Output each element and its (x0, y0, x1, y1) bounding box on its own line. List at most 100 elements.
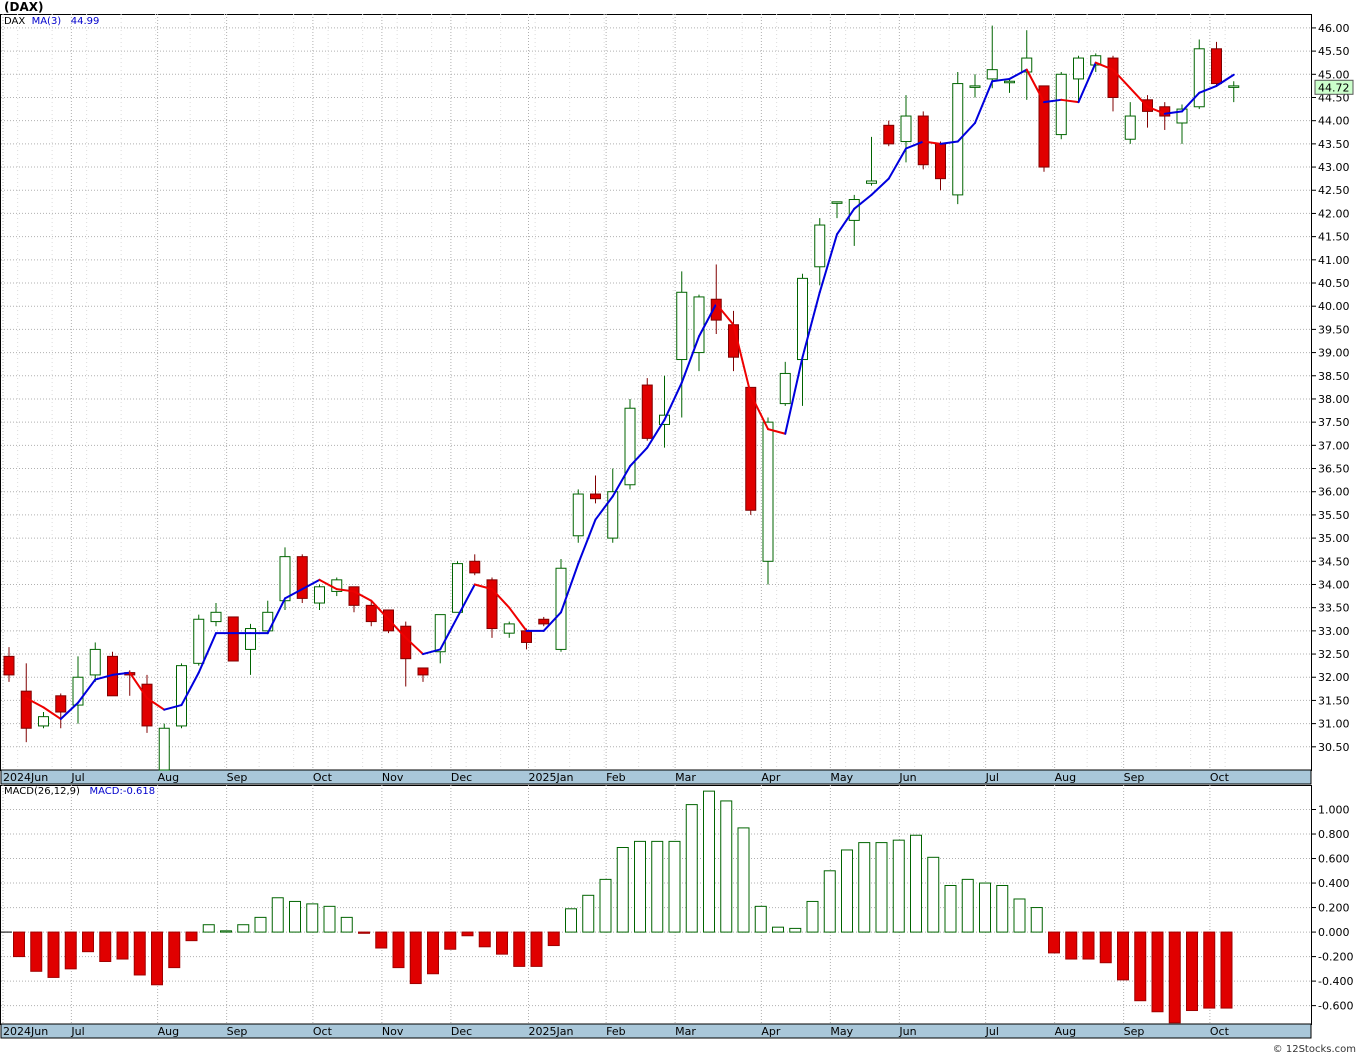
price-date-label: Jul (985, 771, 999, 784)
macd-date-label: Jun (898, 1025, 916, 1038)
macd-bar (444, 931, 457, 950)
ma-segment (422, 648, 442, 656)
macd-date-label: Jul (985, 1025, 999, 1038)
macd-bar (271, 897, 284, 933)
macd-date-label: Aug (158, 1025, 179, 1038)
ma-segment (111, 671, 131, 676)
ma-segment (94, 673, 114, 681)
ma-segment (456, 583, 476, 618)
price-date-label: Jul (70, 771, 84, 784)
price-date-label: Sep (227, 771, 248, 784)
macd-bar (565, 908, 577, 933)
ma-segment (836, 207, 856, 236)
ma-segment (1060, 98, 1080, 104)
candle-body (55, 695, 67, 713)
candle-body (814, 224, 826, 268)
macd-bar (547, 931, 560, 947)
ma-segment (956, 121, 976, 143)
ma-segment (611, 465, 631, 498)
price-date-label: Nov (382, 771, 404, 784)
macd-bar (685, 804, 698, 933)
ma-segment (629, 446, 649, 468)
macd-bar (651, 840, 664, 933)
candle-body (434, 614, 446, 653)
macd-bar (496, 931, 508, 955)
price-tick-label: 33.50 (1318, 602, 1350, 615)
price-tick-label: 45.50 (1318, 45, 1350, 58)
candle-body (452, 563, 463, 613)
macd-bar (289, 900, 301, 933)
macd-date-label: Sep (227, 1025, 248, 1038)
price-date-label: 2025Jan (529, 771, 574, 784)
macd-bar (772, 926, 784, 933)
ma-segment (77, 678, 97, 704)
ma-segment (180, 671, 200, 707)
macd-bar (220, 930, 232, 933)
macd-tick-label: 1.000 (1318, 804, 1350, 817)
macd-tick-label: 0.400 (1318, 877, 1350, 890)
ma-segment (715, 302, 735, 326)
macd-bar (599, 878, 612, 933)
price-tick-label: 33.00 (1318, 625, 1350, 638)
price-date-label: Oct (313, 771, 333, 784)
candle-body (952, 83, 964, 196)
price-tick-label: 43.00 (1318, 161, 1350, 174)
macd-value: MACD:-0.618 (89, 786, 156, 797)
price-tick-label: 32.50 (1318, 648, 1350, 661)
ma-segment (542, 611, 562, 632)
candle-body (745, 386, 757, 511)
macd-bar (703, 790, 715, 933)
site-credit: © 12Stocks.com (1272, 1044, 1356, 1055)
macd-bar (64, 931, 77, 970)
macd-bar (1151, 931, 1164, 1013)
candle-body (1004, 80, 1015, 84)
macd-bar (47, 931, 60, 978)
candle-body (503, 623, 515, 634)
macd-bar (13, 931, 25, 958)
candle-body (245, 628, 256, 650)
macd-date-label: Oct (1210, 1025, 1230, 1038)
candle-body (279, 556, 291, 602)
candle-body (365, 604, 377, 623)
macd-bar (306, 903, 319, 933)
price-date-label: Aug (1055, 771, 1076, 784)
ma-segment (353, 590, 373, 602)
ma-segment (163, 704, 183, 711)
ma-segment (128, 671, 148, 700)
candle-body (521, 630, 532, 643)
candle-body (883, 124, 895, 145)
macd-date-label: May (830, 1025, 853, 1038)
legend-symbol: DAX (4, 16, 26, 27)
ma-segment (870, 177, 890, 196)
macd-tick-label: 0.000 (1318, 926, 1350, 939)
macd-bar (582, 894, 595, 933)
candle-body (348, 586, 360, 606)
price-tick-label: 37.50 (1318, 416, 1350, 429)
price-tick-label: 39.00 (1318, 347, 1350, 360)
candle-body (417, 667, 429, 676)
macd-bar (358, 931, 370, 934)
candle-body (227, 616, 239, 662)
price-tick-label: 34.00 (1318, 578, 1350, 591)
macd-tick-label: 0.800 (1318, 828, 1350, 841)
macd-tick-label: 0.600 (1318, 853, 1350, 866)
macd-bar (823, 870, 836, 933)
macd-bar (427, 931, 439, 975)
candle-body (641, 384, 653, 439)
macd-label: MACD(26,12,9) (4, 786, 80, 797)
macd-bar (409, 931, 422, 985)
macd-bar (1048, 931, 1060, 954)
ma-segment (1181, 91, 1201, 113)
price-tick-label: 45.00 (1318, 68, 1350, 81)
macd-tick-label: 0.200 (1318, 902, 1350, 915)
price-panel (0, 14, 1312, 771)
ma-segment (560, 562, 580, 614)
ma-segment (646, 418, 666, 449)
candle-body (469, 560, 481, 574)
candle-body (1124, 115, 1136, 140)
ma-segment (991, 77, 1011, 83)
ma-segment (749, 393, 769, 431)
macd-bar (961, 878, 974, 933)
candle-body (38, 716, 49, 727)
price-tick-label: 46.00 (1318, 22, 1350, 35)
